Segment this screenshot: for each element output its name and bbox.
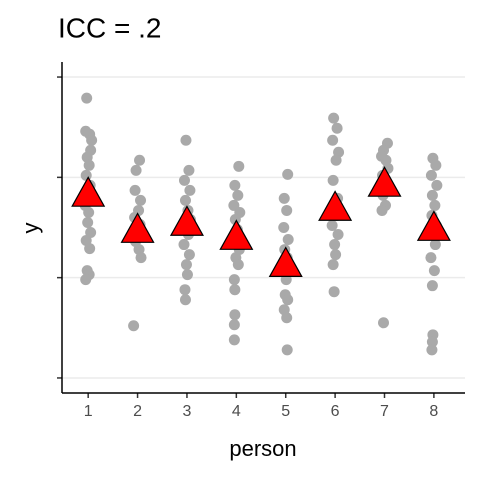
- point: [228, 334, 240, 346]
- point: [281, 312, 293, 324]
- point: [328, 286, 340, 298]
- point: [332, 229, 344, 241]
- x-axis-label: person: [229, 436, 296, 461]
- point: [184, 184, 196, 196]
- point: [331, 122, 343, 134]
- point: [83, 206, 95, 218]
- y-axis-label: y: [18, 223, 43, 234]
- point: [86, 134, 98, 146]
- point: [429, 239, 441, 251]
- point: [129, 184, 141, 196]
- point: [278, 192, 290, 204]
- point: [232, 189, 244, 201]
- point: [425, 169, 437, 181]
- mean-marker: [367, 166, 402, 197]
- point: [128, 320, 140, 332]
- point: [282, 294, 294, 306]
- point: [80, 169, 92, 181]
- x-tick-label: 3: [182, 403, 191, 420]
- point: [181, 269, 193, 281]
- chart-title: ICC = .2: [58, 12, 161, 43]
- x-tick-label: 2: [133, 403, 142, 420]
- point: [426, 280, 438, 292]
- point: [180, 259, 192, 271]
- point: [228, 319, 240, 331]
- x-tick-label: 4: [232, 403, 241, 420]
- point: [229, 284, 241, 296]
- point: [376, 204, 388, 216]
- point: [426, 336, 438, 348]
- point: [326, 219, 338, 231]
- point: [428, 265, 440, 277]
- point: [282, 168, 294, 180]
- point: [425, 252, 437, 264]
- point: [430, 159, 442, 171]
- point: [179, 284, 191, 296]
- point: [229, 179, 241, 191]
- point: [84, 243, 96, 255]
- point: [178, 174, 190, 186]
- point: [183, 249, 195, 261]
- point: [278, 222, 290, 233]
- point: [232, 259, 244, 271]
- x-tick-label: 5: [281, 403, 290, 420]
- point: [83, 159, 95, 171]
- point: [327, 174, 339, 186]
- point: [327, 259, 339, 271]
- point: [135, 252, 147, 264]
- point: [229, 213, 241, 225]
- point: [178, 239, 190, 251]
- mean-marker: [268, 246, 303, 278]
- mean-marker: [318, 190, 353, 221]
- point: [183, 164, 195, 176]
- point: [281, 204, 293, 216]
- point: [426, 189, 438, 201]
- point: [327, 134, 339, 146]
- x-tick-label: 1: [84, 403, 93, 420]
- point: [330, 249, 342, 261]
- mean-marker: [120, 212, 155, 243]
- point: [328, 112, 340, 124]
- point: [282, 234, 294, 246]
- point: [81, 92, 93, 104]
- point: [180, 134, 192, 146]
- point: [130, 164, 142, 176]
- point: [329, 239, 341, 251]
- point: [330, 154, 342, 166]
- point: [80, 274, 92, 286]
- point: [134, 154, 146, 166]
- point: [85, 227, 97, 239]
- x-tick-label: 8: [429, 403, 438, 420]
- point: [431, 179, 443, 191]
- mean-marker: [71, 176, 106, 207]
- point: [229, 309, 241, 321]
- mean-marker: [169, 205, 204, 236]
- mean-marker: [219, 219, 254, 250]
- x-tick-label: 7: [380, 403, 389, 420]
- point: [179, 194, 191, 206]
- point: [179, 294, 191, 306]
- point: [378, 317, 390, 329]
- point: [426, 344, 438, 356]
- point: [429, 199, 441, 211]
- x-tick-label: 6: [331, 403, 340, 420]
- point: [281, 344, 293, 356]
- point: [82, 216, 94, 228]
- point: [233, 160, 245, 172]
- mean-marker: [416, 210, 451, 241]
- point: [228, 274, 240, 286]
- point: [135, 194, 147, 206]
